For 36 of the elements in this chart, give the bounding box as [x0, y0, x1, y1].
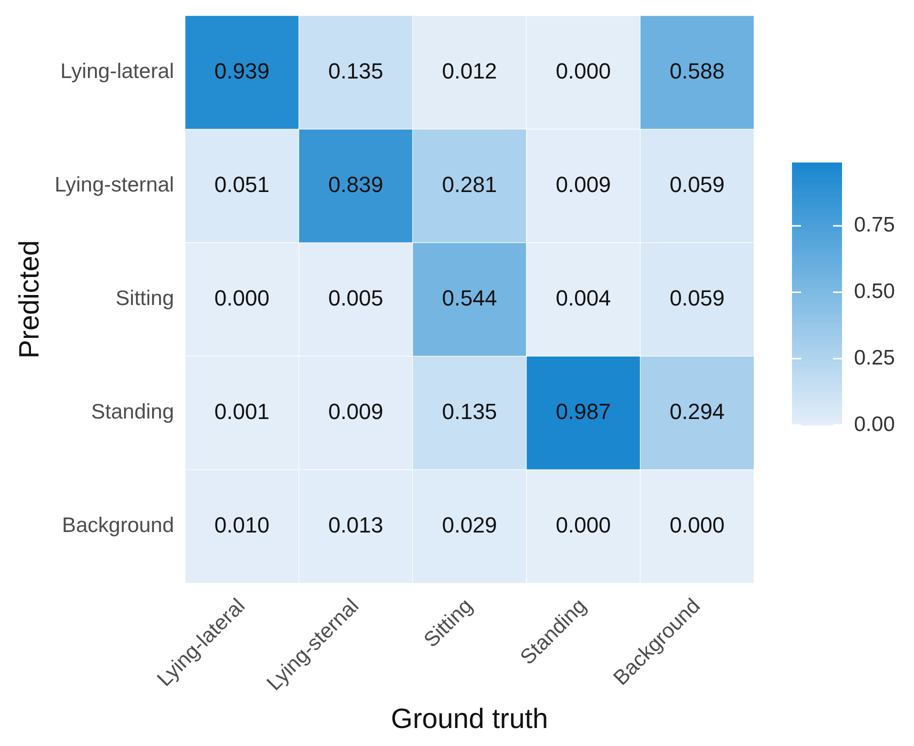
- data-label: 0.009: [556, 172, 611, 197]
- data-label: 0.000: [556, 58, 611, 84]
- y-tick-label: Lying-lateral: [60, 60, 174, 84]
- data-label: 0.059: [670, 285, 725, 310]
- data-label: 0.004: [556, 285, 611, 310]
- data-label: 0.005: [328, 285, 384, 310]
- data-label: 0.135: [328, 58, 384, 84]
- color-bar-label: 0.75: [854, 214, 895, 237]
- color-bar-label: 0.25: [854, 346, 895, 370]
- color-bar-label: 0.50: [854, 280, 895, 304]
- data-label: 0.013: [328, 512, 384, 538]
- data-label: 0.001: [214, 398, 270, 424]
- data-label: 0.588: [670, 58, 725, 84]
- data-label: 0.281: [442, 172, 498, 197]
- y-tick-label: Lying-sternal: [54, 174, 174, 197]
- data-label: 0.294: [670, 398, 725, 424]
- y-tick-label: Standing: [91, 400, 174, 424]
- data-label: 0.135: [442, 398, 498, 424]
- data-label: 0.000: [670, 512, 725, 538]
- y-tick-label: Sitting: [116, 287, 174, 310]
- color-bar-label: 0.00: [854, 412, 895, 436]
- data-label: 0.839: [328, 172, 384, 197]
- data-label: 0.051: [214, 172, 270, 197]
- data-label: 0.987: [556, 398, 611, 424]
- data-label: 0.029: [442, 512, 498, 538]
- x-axis-title: Ground truth: [390, 702, 548, 734]
- data-label: 0.059: [670, 172, 725, 197]
- y-axis-title: Predicted: [14, 240, 45, 359]
- data-label: 0.012: [442, 58, 498, 84]
- data-label: 0.544: [442, 285, 498, 310]
- data-label: 0.000: [214, 285, 270, 310]
- y-tick-label: Background: [62, 514, 174, 538]
- data-label: 0.000: [556, 512, 611, 538]
- data-label: 0.009: [328, 398, 384, 424]
- data-label: 0.939: [214, 58, 270, 84]
- data-label: 0.010: [214, 512, 270, 538]
